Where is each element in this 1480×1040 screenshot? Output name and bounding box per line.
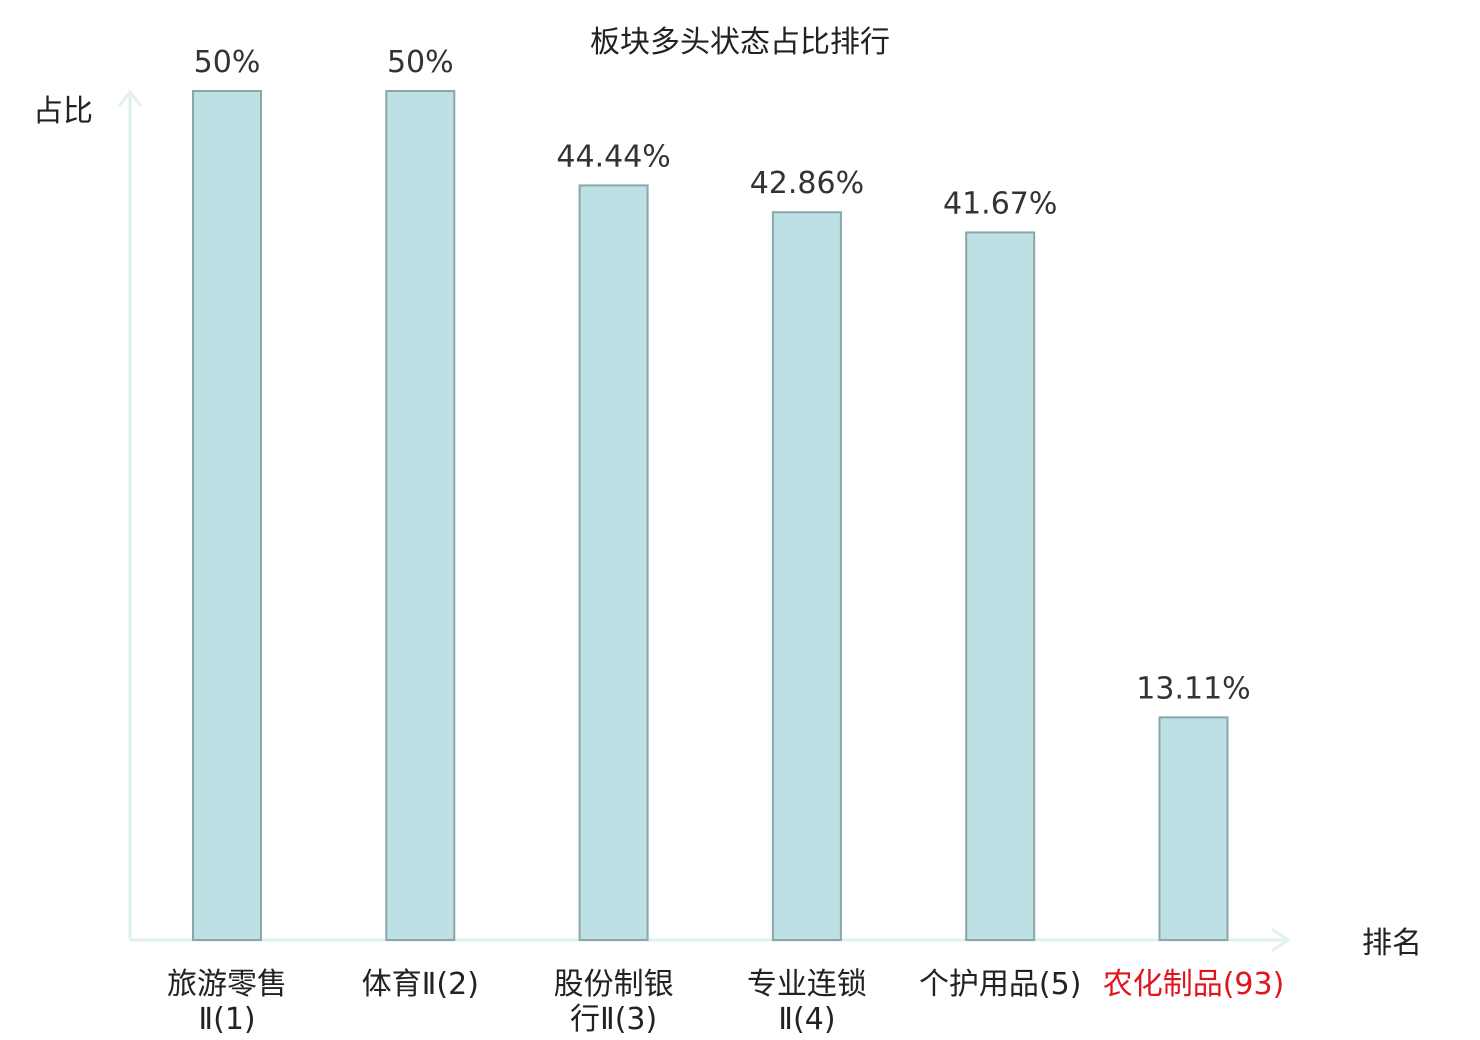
value-label-2: 50% [387, 45, 454, 80]
category-label-6-line-1: 农化制品(93) [1103, 967, 1285, 1002]
bar-2 [385, 90, 456, 941]
category-label-2-line-1: 体育Ⅱ(2) [362, 967, 479, 1002]
category-label-4-line-2: Ⅱ(4) [778, 1002, 835, 1037]
bar-4 [771, 211, 842, 942]
bar-3 [578, 184, 649, 941]
value-labels-group: 50% 50% 44.44% 42.86% 41.67% 13.11% [194, 45, 1251, 706]
axes [117, 89, 1291, 953]
value-label-3: 44.44% [556, 139, 670, 174]
category-label-5-line-1: 个护用品(5) [919, 967, 1082, 1002]
value-label-6: 13.11% [1136, 671, 1250, 706]
bar-1 [192, 90, 262, 941]
value-label-4: 42.86% [750, 166, 864, 201]
bar-6 [1158, 716, 1229, 942]
category-label-4-line-1: 专业连锁 [747, 967, 867, 1002]
value-label-5: 41.67% [943, 186, 1057, 221]
category-label-1-line-1: 旅游零售 [167, 967, 287, 1002]
category-label-3-line-1: 股份制银 [554, 967, 674, 1002]
x-axis-label: 排名 [1362, 926, 1422, 961]
value-label-1: 50% [194, 45, 261, 80]
bars-group [192, 90, 1229, 942]
y-axis-arrow [117, 89, 143, 107]
chart-title: 板块多头状态占比排行 [590, 25, 890, 60]
category-label-1-line-2: Ⅱ(1) [198, 1002, 255, 1037]
y-axis-label: 占比 [33, 94, 93, 129]
bar-5 [965, 231, 1036, 941]
category-label-3-line-2: 行Ⅱ(3) [570, 1002, 657, 1037]
x-axis-arrow [1271, 927, 1291, 953]
